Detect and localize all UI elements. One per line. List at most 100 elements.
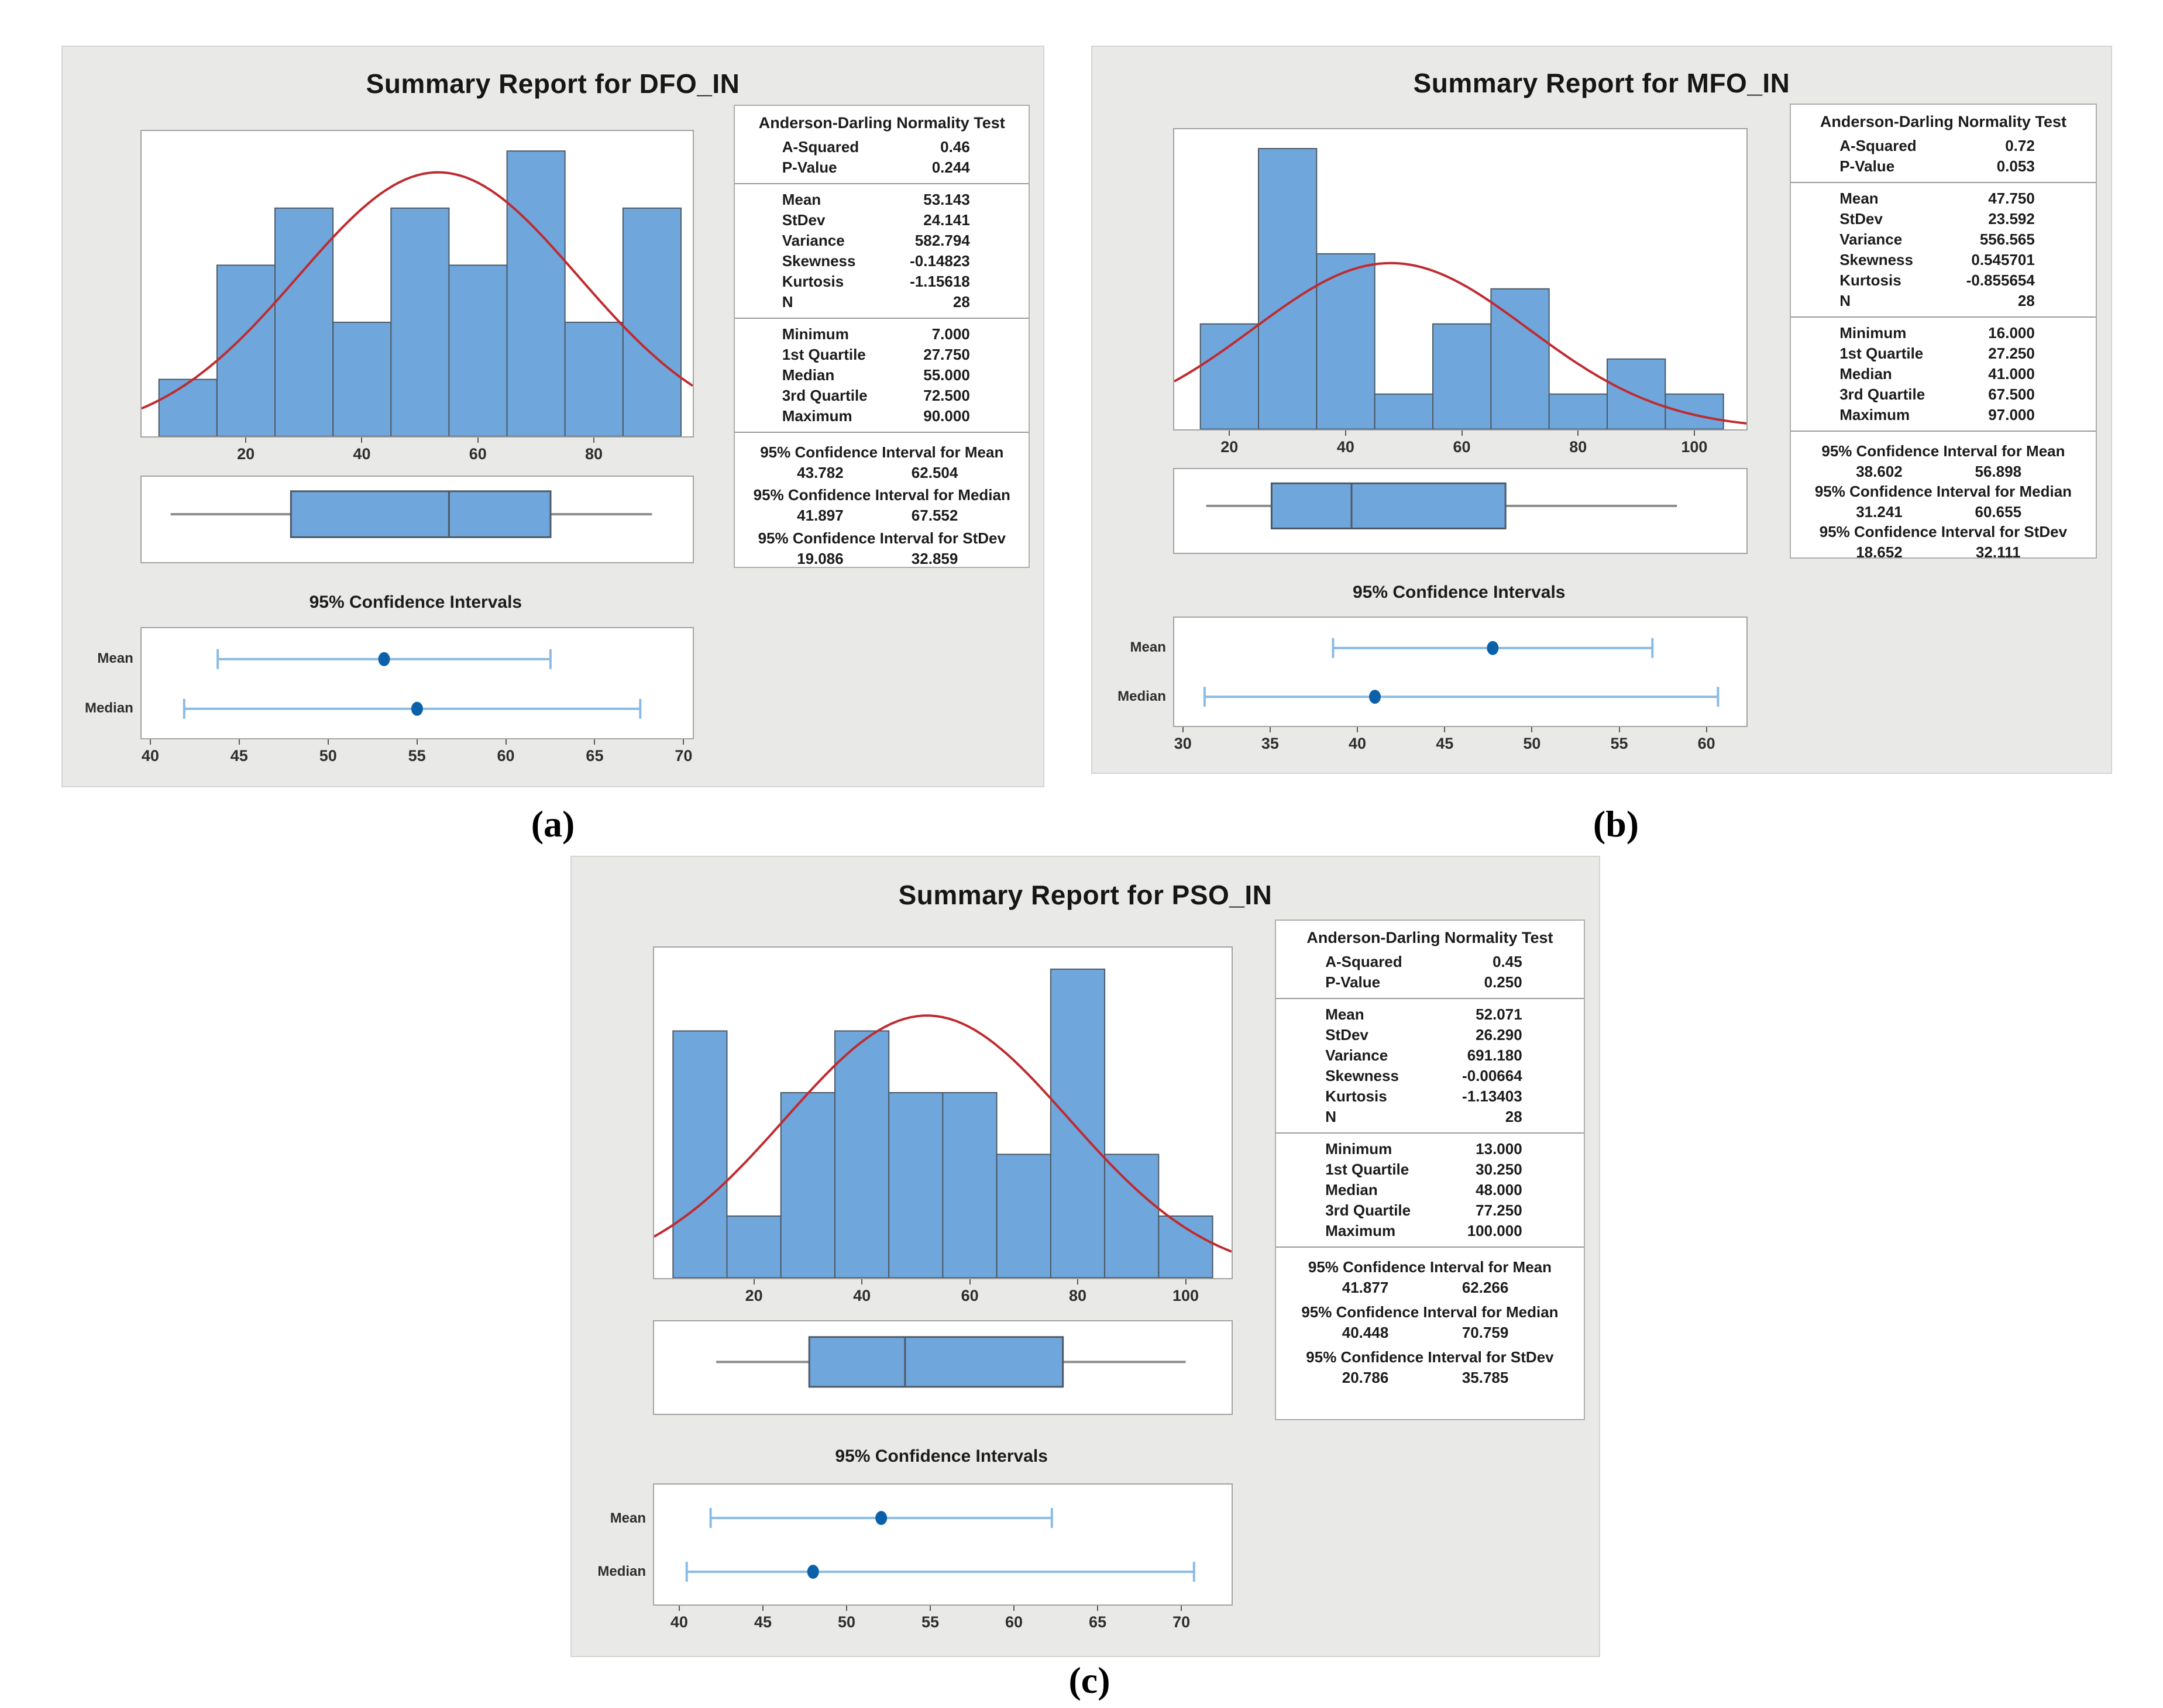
stats-value: 23.592 — [1988, 210, 2035, 228]
ci-axis-tick — [594, 739, 596, 745]
ci-axis-tick-label: 60 — [1697, 734, 1715, 752]
ci-axis-tick-label: 40 — [670, 1613, 688, 1631]
subfigure-caption-a: (a) — [531, 803, 575, 845]
stats-row: N 28 — [735, 292, 1029, 312]
ci-axis-tick — [683, 739, 685, 745]
histogram-axis-tick-label: 60 — [469, 445, 487, 463]
section-divider — [1790, 316, 2096, 318]
stats-label: 1st Quartile — [1839, 345, 1924, 363]
ci-axis-tick-label: 50 — [1523, 734, 1541, 752]
stats-value: 55.000 — [923, 366, 970, 384]
histogram-bar — [726, 1215, 782, 1278]
histogram-bar — [448, 264, 508, 437]
histogram-axis-tick-label: 80 — [1569, 438, 1587, 456]
ci-axis-tick — [762, 1605, 764, 1611]
ci-plot-area — [1172, 616, 1748, 727]
stats-label: Maximum — [1325, 1221, 1396, 1239]
histogram-axis-tick-label: 80 — [584, 445, 603, 463]
ci-axis-tick — [327, 739, 329, 745]
histogram-svg — [654, 969, 1232, 1278]
histogram-axis-tick — [477, 438, 479, 443]
ci-axis-tick — [1357, 726, 1359, 732]
histogram-axis-tick — [753, 1279, 755, 1285]
stats-label: N — [1839, 292, 1851, 310]
histogram-axis-tick — [1185, 1279, 1187, 1285]
stats-row: Maximum 90.000 — [735, 406, 1029, 426]
stats-ci-title: 95% Confidence Interval for Median — [753, 486, 1010, 504]
histogram-axis-tick-label: 20 — [1220, 438, 1239, 456]
normal-distribution-curve — [141, 171, 693, 410]
stats-label: 3rd Quartile — [1325, 1201, 1411, 1219]
stats-ci-low: 18.652 — [1856, 543, 1903, 559]
stats-row: Minimum 13.000 — [1276, 1139, 1584, 1159]
stats-value: 53.143 — [923, 190, 970, 208]
histogram-axis-tick-label: 100 — [1172, 1286, 1199, 1304]
stats-ci-high: 70.759 — [1462, 1323, 1509, 1341]
section-divider — [735, 182, 1029, 184]
stats-label: Median — [782, 366, 835, 384]
stats-value: 77.250 — [1476, 1201, 1522, 1219]
stats-label: Mean — [782, 190, 821, 208]
stats-label: Mean — [1839, 190, 1879, 208]
stats-value: 47.750 — [1988, 190, 2035, 208]
stats-ci-low: 40.448 — [1342, 1323, 1389, 1341]
stats-value: 52.071 — [1476, 1005, 1522, 1023]
histogram-axis-tick-label: 20 — [237, 445, 255, 463]
report-title: Summary Report for DFO_IN — [366, 68, 740, 99]
stats-label: Kurtosis — [1325, 1087, 1387, 1105]
ci-axis-tick-label: 40 — [141, 747, 159, 765]
boxplot-svg — [716, 1336, 1186, 1388]
stats-ci-values: 40.448 70.759 — [1276, 1322, 1584, 1343]
histogram-axis-tick-label: 20 — [745, 1286, 763, 1304]
stats-label: Variance — [1839, 230, 1903, 249]
histogram-axis-tick — [1229, 431, 1230, 436]
stats-ci-title: 95% Confidence Interval for Mean — [760, 443, 1004, 461]
stats-row: Mean 47.750 — [1791, 188, 2096, 209]
stats-label: A-Squared — [1839, 137, 1917, 155]
boxplot-box — [808, 1336, 1064, 1388]
stats-value: 28 — [2017, 292, 2035, 310]
stats-label: Median — [1839, 365, 1892, 383]
stats-label: StDev — [1839, 210, 1883, 228]
stats-table: Anderson-Darling Normality Test A-Squared… — [734, 104, 1030, 569]
stats-value: 28 — [1505, 1107, 1522, 1125]
ci-axis-tick — [149, 739, 151, 745]
histogram-bar — [390, 207, 450, 437]
section-divider — [1276, 1246, 1584, 1248]
ci-axis-tick — [678, 1605, 680, 1611]
ci-axis-tick — [1618, 726, 1620, 732]
stats-row: N 28 — [1791, 291, 2096, 311]
stats-value: 24.141 — [923, 211, 970, 229]
ci-plot-area — [140, 626, 694, 740]
boxplot-area — [653, 1320, 1233, 1415]
histogram-axis-tick-label: 100 — [1681, 438, 1708, 456]
histogram-axis-tick-label: 40 — [1336, 438, 1354, 456]
histogram-bar — [834, 1030, 890, 1278]
stats-ci-high: 62.266 — [1462, 1278, 1509, 1296]
subfigure-caption-b: (b) — [1593, 803, 1639, 845]
histogram-axis-tick — [969, 1279, 971, 1285]
subfigure-caption-c: (c) — [1068, 1659, 1110, 1701]
stats-row: StDev 23.592 — [1791, 209, 2096, 229]
stats-value: -0.14823 — [910, 252, 970, 270]
histogram-bar — [1665, 394, 1724, 430]
stats-row: N 28 — [1276, 1107, 1584, 1127]
boxplot-box — [1270, 482, 1507, 529]
stats-value: 30.250 — [1476, 1160, 1522, 1178]
section-divider — [1790, 182, 2096, 184]
section-divider — [1276, 1132, 1584, 1134]
ci-svg — [685, 1508, 1195, 1582]
histogram-bar — [1050, 969, 1106, 1278]
stats-ci-high: 32.859 — [911, 549, 958, 567]
stats-label: Kurtosis — [782, 272, 844, 290]
stats-row: StDev 24.141 — [735, 210, 1029, 230]
stats-row: Skewness 0.545701 — [1791, 250, 2096, 270]
histogram-axis-tick — [1577, 431, 1579, 436]
ci-axis-tick — [846, 1605, 847, 1611]
histogram-bar — [888, 1092, 944, 1278]
histogram-axis-tick-label: 60 — [1453, 438, 1471, 456]
ci-chart-title: 95% Confidence Intervals — [835, 1447, 1048, 1466]
ci-axis-tick — [1705, 726, 1707, 732]
stats-label: A-Squared — [782, 137, 859, 156]
ci-point-median — [411, 701, 423, 716]
